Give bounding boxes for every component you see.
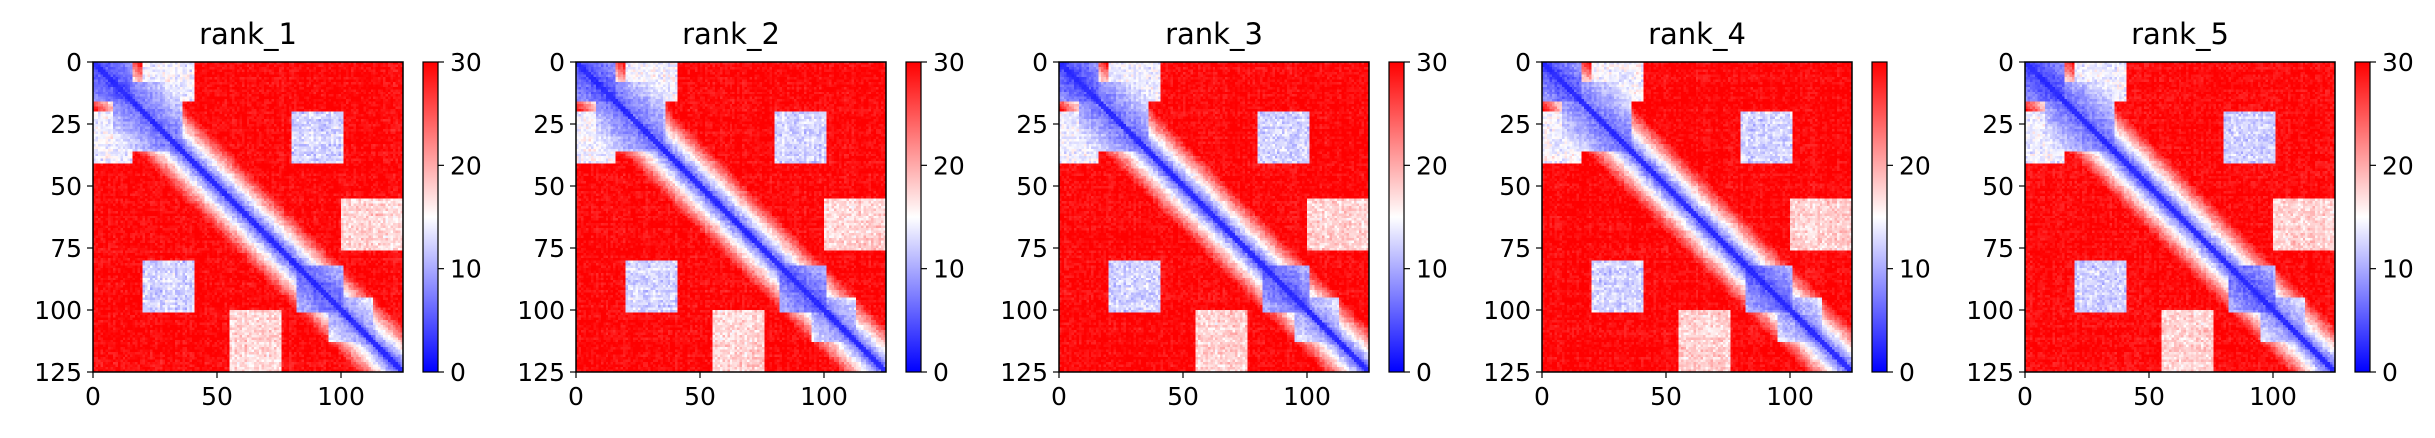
y-tick-label: 100	[517, 296, 565, 325]
y-tick-label: 75	[1982, 234, 2014, 263]
colorbar-tick-label: 30	[2382, 48, 2414, 77]
x-tick-label: 50	[1650, 382, 1682, 411]
colorbar-tick-label: 10	[933, 255, 965, 284]
colorbar-tick-label: 10	[1416, 255, 1448, 284]
panel-title: rank_1	[199, 17, 297, 51]
x-tick-label: 0	[1051, 382, 1067, 411]
panel-title: rank_5	[2131, 17, 2229, 51]
y-tick-label: 100	[1966, 296, 2014, 325]
y-tick-label: 0	[1032, 48, 1048, 77]
colorbar-tick-label: 30	[1416, 48, 1448, 77]
y-tick-label: 125	[1000, 358, 1048, 387]
colorbar-tick-label: 0	[450, 358, 466, 387]
heatmap-frame	[575, 61, 887, 373]
x-tick-label: 50	[684, 382, 716, 411]
x-tick-label: 100	[2249, 382, 2297, 411]
heatmap-frame	[1058, 61, 1370, 373]
x-tick-label: 50	[2133, 382, 2165, 411]
heatmap-image	[1542, 62, 1852, 372]
colorbar	[2354, 61, 2371, 373]
heatmap-image	[2025, 62, 2335, 372]
x-tick-label: 0	[85, 382, 101, 411]
x-tick-label: 50	[201, 382, 233, 411]
y-tick-label: 125	[34, 358, 82, 387]
panel-title: rank_2	[682, 17, 780, 51]
colorbar-tick-label: 0	[2382, 358, 2398, 387]
y-tick-label: 100	[34, 296, 82, 325]
colorbar-tick-label: 10	[1899, 255, 1931, 284]
colorbar-tick-label: 20	[1416, 151, 1448, 180]
x-tick-label: 100	[800, 382, 848, 411]
heatmap-frame	[2024, 61, 2336, 373]
colorbar-tick-label: 0	[1899, 358, 1915, 387]
x-tick-label: 0	[1534, 382, 1550, 411]
colorbar-tick-label: 20	[1899, 151, 1931, 180]
y-tick-label: 75	[1016, 234, 1048, 263]
heatmap-frame	[1541, 61, 1853, 373]
y-tick-label: 25	[533, 110, 565, 139]
panel-title: rank_4	[1648, 17, 1746, 51]
colorbar-tick-label: 0	[933, 358, 949, 387]
colorbar-tick-label: 20	[933, 151, 965, 180]
y-tick-label: 75	[533, 234, 565, 263]
colorbar-tick-label: 30	[933, 48, 965, 77]
y-tick-label: 125	[517, 358, 565, 387]
colorbar-tick-label: 20	[450, 151, 482, 180]
colorbar-tick-label: 20	[2382, 151, 2414, 180]
x-tick-label: 100	[317, 382, 365, 411]
y-tick-label: 125	[1966, 358, 2014, 387]
y-tick-label: 100	[1000, 296, 1048, 325]
y-tick-label: 0	[549, 48, 565, 77]
y-tick-label: 25	[1982, 110, 2014, 139]
y-tick-label: 0	[1998, 48, 2014, 77]
colorbar-tick-label: 10	[450, 255, 482, 284]
colorbar-tick-label: 30	[450, 48, 482, 77]
x-tick-label: 100	[1283, 382, 1331, 411]
y-tick-label: 75	[1499, 234, 1531, 263]
y-tick-label: 0	[1515, 48, 1531, 77]
y-tick-label: 75	[50, 234, 82, 263]
y-tick-label: 50	[1016, 172, 1048, 201]
x-tick-label: 0	[2017, 382, 2033, 411]
panel-title: rank_3	[1165, 17, 1263, 51]
colorbar	[905, 61, 922, 373]
colorbar-tick-label: 0	[1416, 358, 1432, 387]
heatmap-frame	[92, 61, 404, 373]
y-tick-label: 25	[1016, 110, 1048, 139]
colorbar	[1871, 61, 1888, 373]
x-tick-label: 0	[568, 382, 584, 411]
colorbar	[1388, 61, 1405, 373]
y-tick-label: 100	[1483, 296, 1531, 325]
heatmap-image	[1059, 62, 1369, 372]
y-tick-label: 50	[533, 172, 565, 201]
y-tick-label: 25	[50, 110, 82, 139]
y-tick-label: 50	[1499, 172, 1531, 201]
heatmap-image	[576, 62, 886, 372]
x-tick-label: 100	[1766, 382, 1814, 411]
colorbar	[422, 61, 439, 373]
y-tick-label: 0	[66, 48, 82, 77]
y-tick-label: 25	[1499, 110, 1531, 139]
y-tick-label: 50	[50, 172, 82, 201]
y-tick-label: 50	[1982, 172, 2014, 201]
x-tick-label: 50	[1167, 382, 1199, 411]
colorbar-tick-label: 10	[2382, 255, 2414, 284]
heatmap-image	[93, 62, 403, 372]
y-tick-label: 125	[1483, 358, 1531, 387]
